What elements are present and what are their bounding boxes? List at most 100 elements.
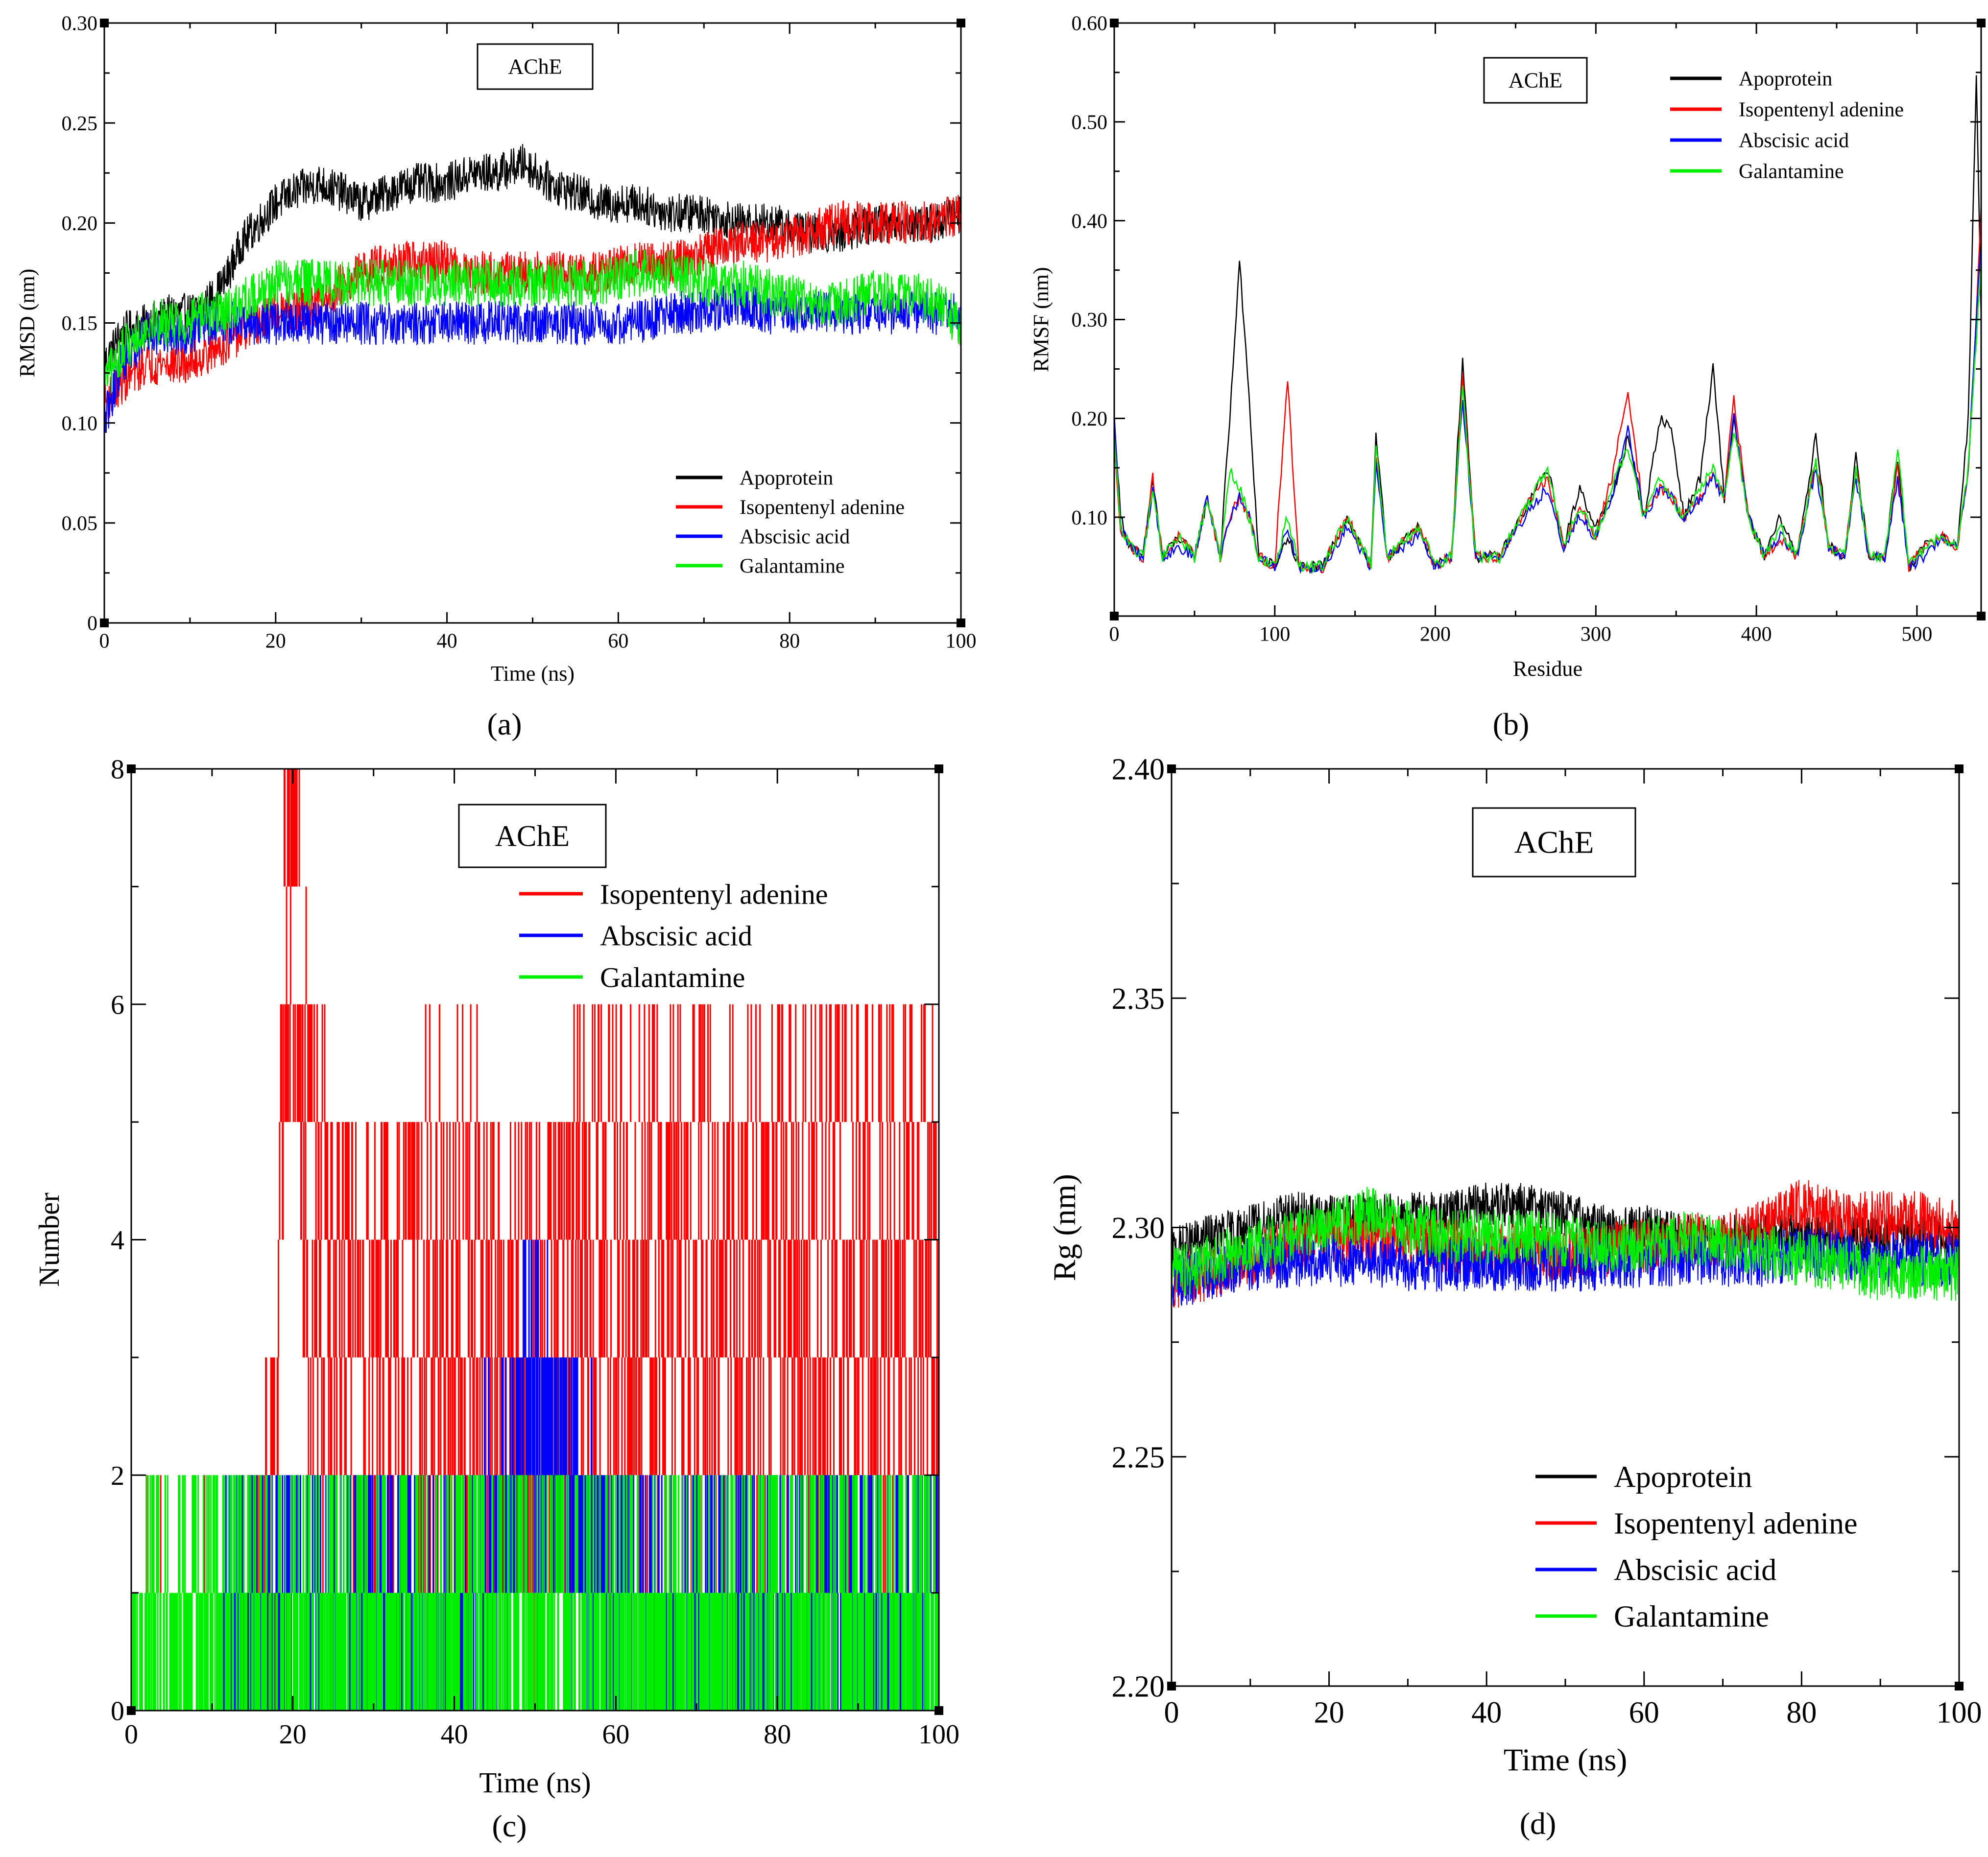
x-tick-label: 60 [608, 630, 628, 652]
chart-panel-b: 0 100 200 300 400 500 0.10 0.20 0.30 0.40 0.50 0.60… [1029, 13, 1986, 741]
panel-label: (c) [492, 1809, 527, 1843]
x-tick-label: 20 [1314, 1696, 1344, 1729]
y-tick-label: 2.40 [1112, 753, 1165, 786]
panel-label: (b) [1493, 707, 1530, 741]
annotation-box [1472, 807, 1636, 878]
x-axis-label: Residue [1513, 657, 1582, 681]
annotation-label: AChE [1514, 825, 1594, 860]
x-tick-label: 0 [99, 630, 110, 652]
y-tick-label: 0.20 [1072, 408, 1108, 430]
annotation-box [1483, 57, 1588, 104]
x-tick-label: 20 [279, 1719, 307, 1750]
legend-label: Galantamine [740, 555, 845, 578]
x-tick-label: 500 [1901, 623, 1932, 645]
x-tick-label: 80 [1786, 1696, 1817, 1729]
plot-area-d [1172, 1180, 1959, 1308]
legend: Apoprotein Isopentenyl adenine Abscisic ac… [676, 467, 905, 578]
legend-label: Abscisic acid [600, 920, 752, 952]
legend-label: Abscisic acid [740, 526, 850, 548]
legend-label: Galantamine [1739, 161, 1844, 183]
y-axis-label: Rg (nm) [1047, 1174, 1082, 1281]
x-tick-label: 200 [1420, 623, 1451, 645]
legend-label: Isopentenyl adenine [740, 497, 905, 519]
y-tick-label: 8 [111, 755, 124, 785]
plot-area-b [1114, 75, 1981, 574]
annotation-label: AChE [495, 820, 570, 853]
x-tick-label: 100 [918, 1719, 959, 1750]
legend-label: Abscisic acid [1739, 130, 1849, 152]
x-axis-label: Time (ns) [1504, 1742, 1628, 1778]
plot-area-a [104, 144, 961, 433]
annotation-box [458, 804, 607, 868]
y-tick-label: 2 [111, 1461, 124, 1491]
series-line-apoprotein [104, 144, 961, 374]
y-tick-label: 0.30 [62, 13, 98, 35]
x-tick-label: 0 [1164, 1696, 1179, 1729]
y-axis-label: Number [33, 1192, 65, 1287]
legend-label: Galantamine [600, 961, 745, 993]
x-tick-label: 80 [764, 1719, 791, 1750]
legend-label: Apoprotein [1614, 1461, 1752, 1494]
y-tick-label: 2.30 [1112, 1212, 1165, 1245]
y-tick-label: 2.20 [1112, 1670, 1165, 1704]
panel-label: (d) [1520, 1806, 1557, 1841]
x-tick-label: 40 [1471, 1696, 1502, 1729]
legend-label: Isopentenyl adenine [1739, 99, 1904, 121]
series-line-isopentenyl-adenine [1114, 203, 1981, 573]
legend-label: Apoprotein [740, 467, 833, 490]
legend-label: Apoprotein [1739, 68, 1832, 91]
x-tick-label: 300 [1581, 623, 1611, 645]
y-tick-label: 0.60 [1072, 13, 1108, 35]
y-tick-label: 0 [87, 613, 97, 635]
y-tick-label: 0.40 [1072, 210, 1108, 233]
chart-panel-d: 0 20 40 60 80 100 2.20 2.25 2.30 2.35 2.40 Time (ns… [1047, 753, 1982, 1841]
legend-label: Isopentenyl adenine [600, 878, 828, 910]
plot-area-c [131, 769, 939, 1711]
x-tick-label: 40 [441, 1719, 468, 1750]
legend-label: Isopentenyl adenine [1614, 1507, 1858, 1541]
series-line-galantamine [1172, 1187, 1959, 1301]
series-line-galantamine [104, 249, 961, 394]
panel-label: (a) [487, 707, 522, 741]
y-axis-label: RMSF (nm) [1029, 267, 1053, 372]
y-axis-label: RMSD (nm) [15, 269, 39, 378]
y-tick-label: 0.05 [62, 513, 98, 535]
y-tick-label: 0.10 [62, 412, 98, 435]
y-tick-label: 0.10 [1072, 507, 1108, 529]
x-tick-label: 60 [1629, 1696, 1659, 1729]
series-line-galantamine [1114, 256, 1981, 572]
annotation-label: AChE [1509, 69, 1562, 93]
y-tick-label: 6 [111, 990, 124, 1020]
x-tick-label: 80 [779, 630, 800, 652]
chart-panel-a: 0 20 40 60 80 100 0 0.05 0.10 0.15 0.20 0.25 0.30 Tim… [15, 13, 977, 741]
legend: Isopentenyl adenine Abscisic acid Galantam… [519, 878, 828, 993]
y-tick-label: 2.35 [1112, 982, 1165, 1016]
legend: Apoprotein Isopentenyl adenine Abscisic ac… [1670, 68, 1904, 183]
legend-label: Abscisic acid [1614, 1554, 1776, 1587]
x-tick-label: 100 [946, 630, 977, 652]
y-tick-label: 0.15 [62, 312, 98, 335]
legend-label: Galantamine [1614, 1600, 1769, 1634]
annotation-label: AChE [508, 55, 562, 79]
x-tick-label: 100 [1259, 623, 1290, 645]
annotation-box [477, 43, 594, 90]
x-tick-label: 60 [602, 1719, 629, 1750]
x-tick-label: 0 [1109, 623, 1120, 645]
y-tick-label: 0.25 [62, 113, 98, 135]
y-tick-label: 0.30 [1072, 309, 1108, 332]
series-line-galantamine [131, 1475, 939, 1711]
y-tick-label: 0.20 [62, 213, 98, 235]
y-tick-label: 0 [111, 1696, 124, 1727]
legend: Apoprotein Isopentenyl adenine Abscisic ac… [1535, 1461, 1858, 1634]
x-tick-label: 400 [1741, 623, 1772, 645]
x-axis-label: Time (ns) [491, 662, 575, 686]
y-tick-label: 2.25 [1112, 1441, 1165, 1474]
chart-panel-c: 0 20 40 60 80 100 0 2 4 6 8 Time (ns) Number AChE Isop… [33, 755, 959, 1843]
x-tick-label: 20 [265, 630, 286, 652]
x-tick-label: 0 [124, 1719, 138, 1750]
x-tick-label: 100 [1937, 1696, 1982, 1729]
y-tick-label: 4 [111, 1225, 124, 1256]
corner-marker [1977, 612, 1986, 620]
x-axis-label: Time (ns) [479, 1767, 591, 1799]
